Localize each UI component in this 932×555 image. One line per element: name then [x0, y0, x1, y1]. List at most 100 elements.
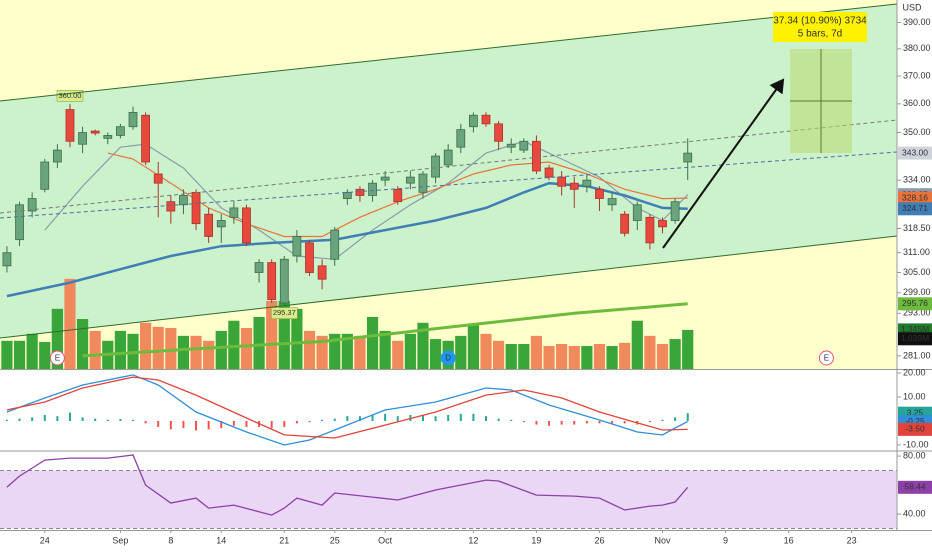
volume-bar: [26, 333, 38, 369]
histogram-bar: [68, 412, 71, 421]
annotation-label: 295.37: [273, 308, 296, 317]
candle-body: [506, 143, 516, 148]
volume-bar: [417, 322, 429, 369]
x-tick-label: 23: [847, 535, 857, 545]
event-marker: [440, 350, 456, 366]
histogram-bar: [346, 416, 349, 421]
indicator-line: [6, 374, 688, 446]
volume-bar: [631, 320, 643, 369]
candle-body: [305, 242, 314, 273]
volume-bar: [556, 343, 568, 369]
indicator-line: [6, 376, 688, 439]
candle-body: [2, 252, 12, 267]
histogram-bar: [295, 420, 298, 424]
histogram-bar: [283, 420, 286, 427]
annotation-box: [56, 90, 84, 102]
candle-body: [494, 123, 504, 142]
candle-body: [607, 198, 617, 206]
histogram-bar: [598, 420, 601, 424]
volume-bar: [669, 339, 681, 369]
candle-body: [153, 173, 163, 184]
series-tag: [898, 480, 932, 494]
trend-dashed: [0, 151, 898, 219]
candle-body: [229, 207, 239, 218]
volume-bar: [619, 342, 631, 369]
y-tick-label: 334.00: [903, 174, 931, 184]
volume-bar: [39, 341, 51, 369]
volume-bar: [266, 300, 278, 369]
histogram-bar: [497, 418, 500, 421]
x-tick-label: 26: [594, 535, 604, 545]
volume-bar: [656, 343, 669, 369]
volume-bar: [203, 340, 215, 369]
trend-dashed: [0, 119, 898, 214]
volume-bar: [165, 328, 177, 369]
currency-label: USD: [902, 2, 922, 12]
histogram-bar: [661, 419, 664, 421]
candle-body: [418, 173, 428, 193]
volume-bar: [152, 326, 164, 369]
indicator-line: [6, 181, 688, 298]
candle-body: [582, 179, 592, 187]
candle-body: [267, 262, 277, 300]
y-tick-label: 318.50: [903, 223, 931, 233]
volume-bar: [568, 346, 580, 369]
histogram-bar: [560, 420, 563, 425]
histogram-bar: [573, 420, 576, 425]
histogram-bar: [384, 413, 387, 421]
histogram-bar: [396, 416, 399, 421]
macd-background: [0, 370, 897, 450]
candle-body: [557, 176, 567, 187]
candle-body: [15, 204, 24, 241]
histogram-bar: [144, 420, 147, 424]
y-tick-label: 370.00: [903, 70, 931, 80]
series-tag: [898, 297, 932, 311]
measure-text: 37.34 (10.90%) 3734: [773, 16, 867, 27]
volume-bar: [480, 333, 492, 369]
y-tick-label: 350.00: [903, 127, 931, 137]
volume-bar: [1, 340, 13, 369]
x-tick-label: 24: [40, 535, 50, 545]
x-tick-label: 8: [168, 535, 173, 545]
candle-body: [166, 201, 176, 212]
volume-bar: [581, 346, 593, 369]
histogram-bar: [94, 418, 97, 421]
series-tag-label: 295.76: [902, 298, 928, 308]
candle-body: [90, 130, 100, 134]
candle-body: [216, 220, 226, 228]
candle-body: [380, 176, 390, 181]
volume-bar: [404, 333, 416, 369]
measure-label: 37.34 (10.90%) 3734 5 bars, 7d: [773, 12, 867, 42]
candle-body: [393, 188, 403, 203]
histogram-bar: [119, 419, 122, 421]
histogram-bar: [56, 416, 59, 421]
event-label: E: [824, 354, 829, 363]
histogram-bar: [548, 420, 551, 426]
histogram-bar: [169, 420, 172, 430]
series-tag-label: -0.25: [905, 416, 925, 426]
volume-bar: [76, 318, 89, 369]
histogram-bar: [81, 417, 84, 421]
histogram-bar: [182, 420, 185, 429]
band-fill: [0, 470, 897, 529]
event-label: E: [55, 354, 60, 363]
histogram-bar: [31, 417, 34, 421]
volume-bar: [253, 316, 265, 369]
candle-body: [632, 204, 642, 221]
volume-bar: [329, 333, 341, 369]
candle-body: [52, 149, 62, 163]
volume-bar: [291, 308, 303, 369]
volume-bar: [51, 308, 63, 369]
volume-bar: [493, 340, 505, 369]
price-axis-bg: [897, 0, 932, 550]
histogram-bar: [447, 414, 450, 421]
volume-bar: [644, 335, 656, 369]
x-tick-label: 16: [784, 535, 794, 545]
volume-bar: [455, 335, 467, 369]
histogram-bar: [459, 413, 462, 421]
event-marker: [818, 350, 834, 366]
y-tick-label: 360.00: [903, 98, 931, 108]
time-axis-bg: [0, 530, 932, 550]
candle-body: [115, 126, 125, 136]
